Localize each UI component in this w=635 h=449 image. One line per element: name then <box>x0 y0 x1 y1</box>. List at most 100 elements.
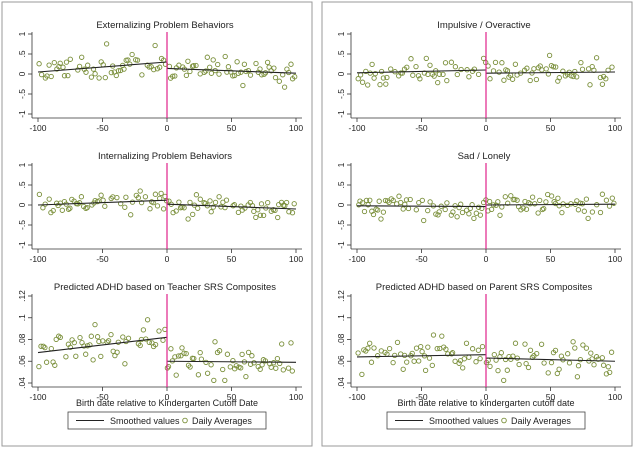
daily-average-point <box>76 200 83 206</box>
daily-average-point <box>286 209 292 215</box>
daily-average-point <box>539 206 546 213</box>
daily-average-point <box>257 212 264 218</box>
daily-average-point <box>512 340 519 346</box>
daily-average-point <box>203 68 209 74</box>
y-tick-label: 0 <box>17 202 27 207</box>
daily-average-point <box>212 339 218 345</box>
x-tick-label: 50 <box>546 123 556 133</box>
y-tick-label: .08 <box>336 333 346 345</box>
daily-average-point <box>599 81 606 87</box>
daily-average-point <box>488 206 495 213</box>
daily-average-point <box>361 208 368 215</box>
daily-average-point <box>67 205 73 211</box>
y-tick-label: 1 <box>336 31 346 36</box>
daily-average-point <box>552 200 559 207</box>
daily-average-point <box>456 360 462 366</box>
daily-average-point <box>384 74 390 81</box>
daily-average-point <box>425 207 431 214</box>
chart-title: Internalizing Problem Behaviors <box>98 151 232 162</box>
daily-average-point <box>404 64 410 70</box>
y-tick-label: .04 <box>17 377 27 389</box>
y-tick-label: .1 <box>336 314 346 321</box>
daily-average-point <box>415 73 422 79</box>
daily-average-point <box>560 68 566 74</box>
daily-average-point <box>90 357 96 363</box>
y-tick-label: -1 <box>17 241 27 249</box>
daily-average-point <box>410 72 416 78</box>
daily-average-point <box>588 350 594 356</box>
x-tick-label: 50 <box>546 254 556 264</box>
daily-average-point <box>580 342 586 348</box>
daily-average-point <box>40 205 46 211</box>
daily-average-point <box>63 59 70 65</box>
daily-average-point <box>413 63 419 70</box>
daily-average-point <box>444 200 450 206</box>
daily-average-point <box>380 75 387 81</box>
daily-average-point <box>262 70 269 76</box>
daily-average-point <box>534 350 540 357</box>
daily-average-point <box>367 340 373 346</box>
daily-average-point <box>436 209 442 215</box>
daily-average-point <box>258 201 265 207</box>
daily-average-point <box>262 358 269 364</box>
daily-average-point <box>403 197 410 203</box>
chart-impulsive: Impulsive / Overactive -100 -50 0 50 100 1 .5 0… <box>336 20 622 133</box>
daily-average-point <box>597 74 604 81</box>
daily-average-point <box>222 204 228 211</box>
y-tick-label: -1 <box>336 110 346 118</box>
daily-average-point <box>247 72 254 78</box>
y-tick-label: -.5 <box>17 89 27 99</box>
daily-average-point <box>396 193 402 199</box>
daily-average-point <box>165 363 172 370</box>
daily-average-point <box>277 360 283 367</box>
daily-average-point <box>113 72 119 79</box>
x-tick-label: -50 <box>415 392 428 402</box>
daily-average-point <box>57 60 63 66</box>
daily-average-point <box>440 71 446 78</box>
daily-average-point <box>59 207 65 213</box>
daily-average-point <box>454 71 460 78</box>
daily-average-point <box>212 199 219 206</box>
daily-average-point <box>224 69 230 75</box>
daily-average-point <box>543 66 549 72</box>
daily-average-point <box>216 348 223 354</box>
daily-average-point <box>79 54 85 60</box>
x-tick-label: -50 <box>415 254 428 264</box>
daily-average-point <box>376 198 382 204</box>
daily-average-point <box>36 191 43 198</box>
daily-average-point <box>84 204 90 211</box>
daily-average-point <box>512 196 518 203</box>
daily-average-point <box>556 366 562 372</box>
daily-average-point <box>579 201 586 207</box>
y-tick-label: .06 <box>17 355 27 367</box>
x-tick-label: -50 <box>96 123 109 133</box>
daily-average-point <box>92 71 98 77</box>
daily-average-point <box>486 198 493 205</box>
daily-average-point <box>461 356 467 362</box>
daily-average-point <box>374 353 381 359</box>
y-tick-label: .12 <box>17 290 27 302</box>
daily-average-point <box>575 207 582 213</box>
daily-average-point <box>208 362 214 368</box>
daily-average-point <box>445 351 451 357</box>
smoothed-line-right <box>166 360 297 363</box>
daily-average-point <box>216 71 222 77</box>
daily-average-point <box>83 69 89 75</box>
daily-average-point <box>597 209 604 216</box>
daily-average-point <box>419 197 425 204</box>
daily-average-point <box>419 348 425 355</box>
daily-average-point <box>608 349 615 355</box>
daily-average-point <box>399 70 406 76</box>
daily-average-point <box>223 197 230 203</box>
daily-average-point <box>140 327 147 333</box>
daily-average-point <box>274 355 281 362</box>
daily-average-point <box>400 206 406 212</box>
daily-average-point <box>238 365 244 371</box>
daily-average-point <box>121 66 127 72</box>
daily-average-point <box>77 334 83 341</box>
x-tick-label: 100 <box>289 254 303 264</box>
x-tick-label: 50 <box>546 392 556 402</box>
daily-average-point <box>134 57 141 63</box>
daily-average-point <box>427 199 433 205</box>
daily-average-point <box>574 374 581 380</box>
